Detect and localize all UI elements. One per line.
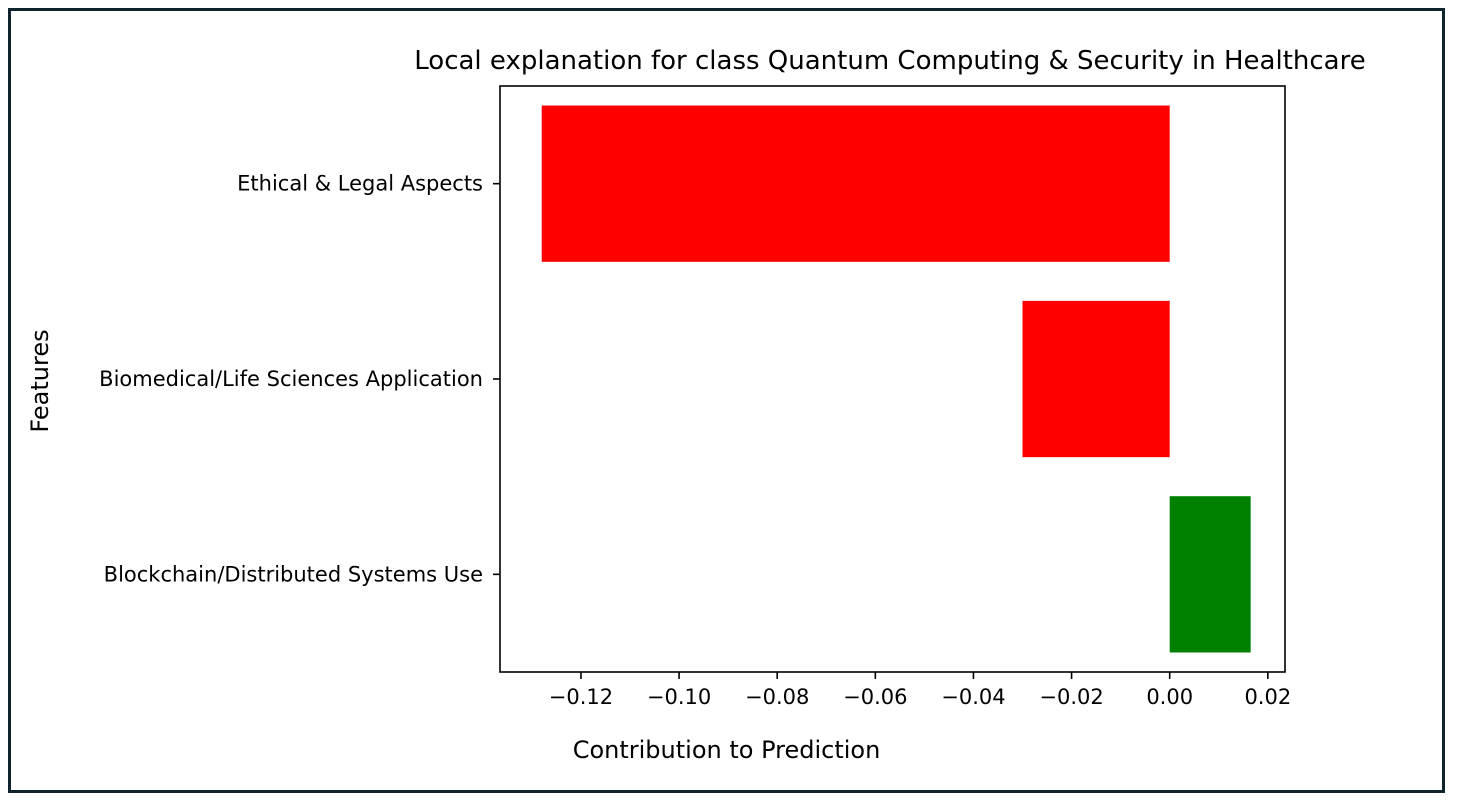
bar-biomedical-life-sciences-application (1022, 300, 1170, 458)
x-tick-label: −0.04 (941, 685, 1005, 709)
y-tick-label: Ethical & Legal Aspects (237, 172, 483, 196)
plot-area-border (499, 85, 1286, 673)
chart-title: Local explanation for class Quantum Comp… (414, 46, 1366, 76)
x-tick-label: −0.06 (843, 685, 907, 709)
bar-blockchain-distributed-systems-use (1169, 496, 1251, 653)
x-tick-label: −0.02 (1039, 685, 1103, 709)
y-tick-label: Biomedical/Life Sciences Application (99, 367, 483, 391)
y-tick-label: Blockchain/Distributed Systems Use (104, 562, 483, 586)
x-tick-label: −0.12 (549, 685, 613, 709)
x-tick-label: 0.00 (1146, 685, 1193, 709)
x-tick-label: −0.08 (745, 685, 809, 709)
x-tick-label: 0.02 (1244, 685, 1291, 709)
x-axis-label: Contribution to Prediction (572, 736, 881, 764)
bar-ethical-legal-aspects (541, 105, 1170, 262)
x-tick-label: −0.10 (647, 685, 711, 709)
